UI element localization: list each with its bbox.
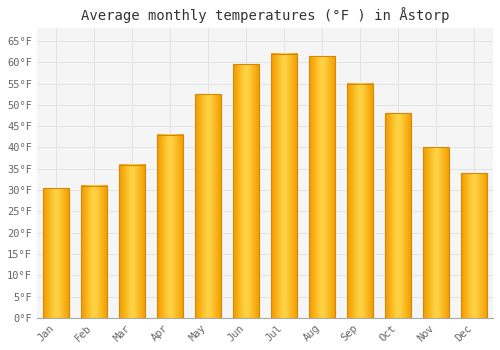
Bar — [232, 64, 259, 318]
Bar — [194, 94, 221, 318]
Bar — [80, 186, 107, 318]
Bar — [156, 135, 183, 318]
Bar — [346, 84, 374, 318]
Title: Average monthly temperatures (°F ) in Åstorp: Average monthly temperatures (°F ) in Ås… — [80, 7, 449, 23]
Bar — [460, 173, 487, 318]
Bar — [384, 113, 411, 318]
Bar — [270, 54, 297, 318]
Bar — [422, 147, 450, 318]
Bar — [118, 164, 145, 318]
Bar — [308, 56, 336, 318]
Bar — [42, 188, 69, 318]
